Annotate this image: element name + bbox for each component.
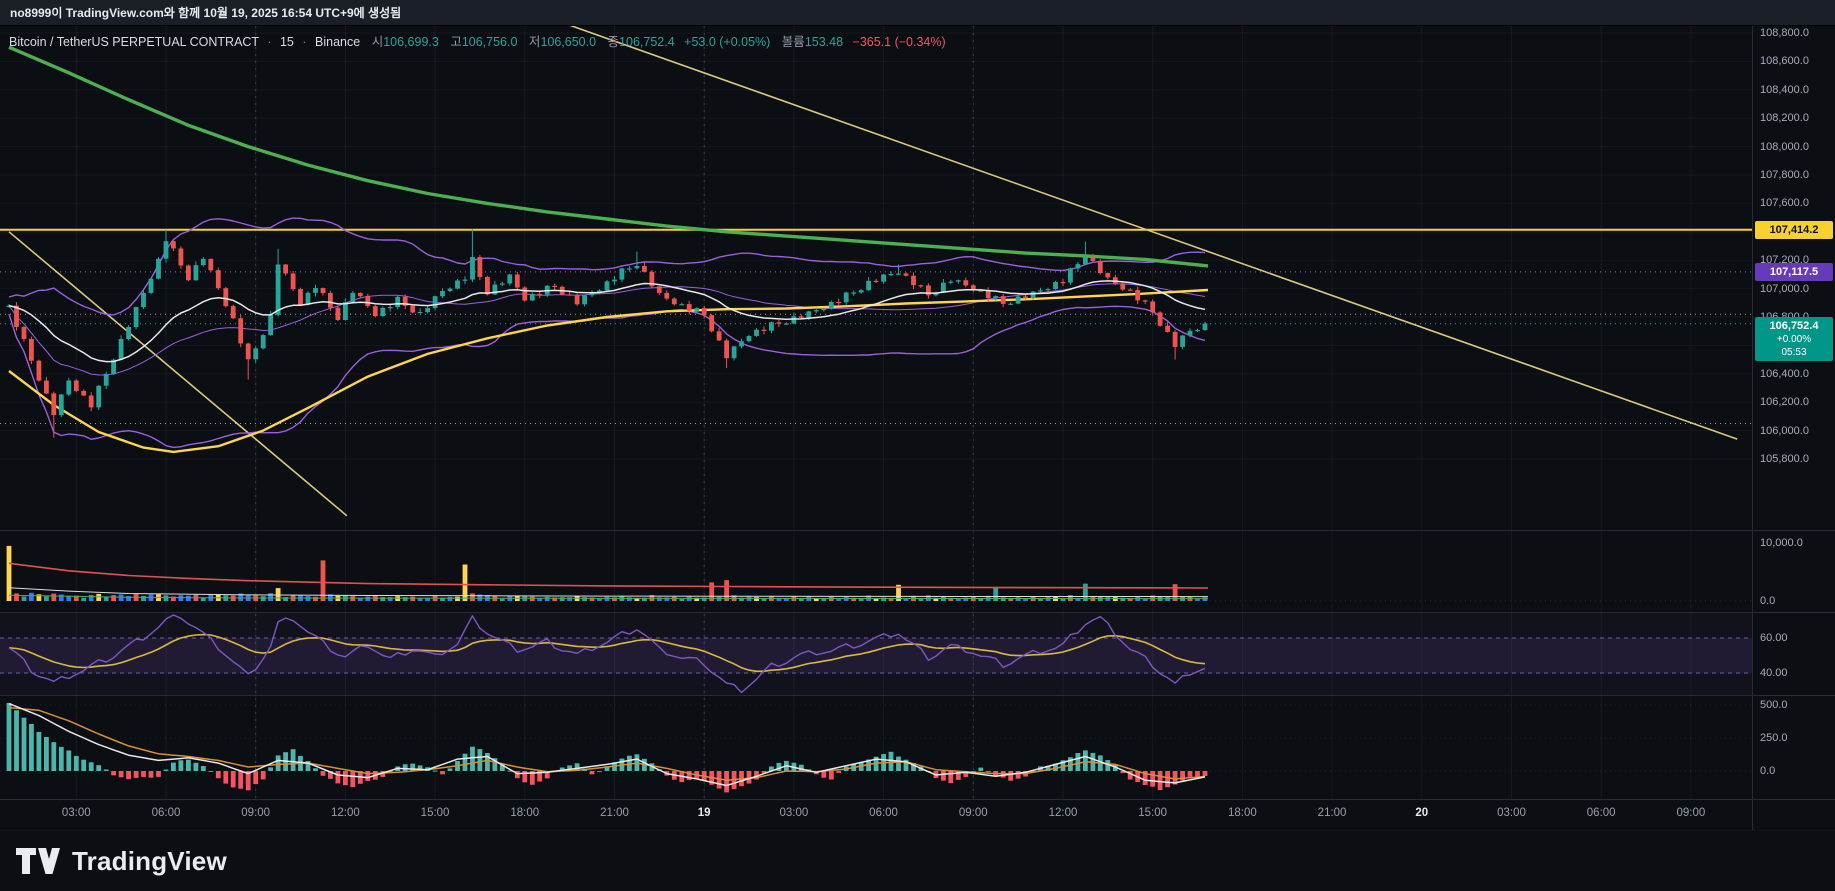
current-price-value: 106,752.4: [1769, 319, 1819, 332]
time-label: 09:00: [1676, 807, 1706, 819]
price-tick: 107,800.0: [1760, 169, 1809, 181]
volume-tick: 0.0: [1760, 595, 1776, 607]
price-tick: 106,200.0: [1760, 396, 1809, 409]
price-tick: 106,000.0: [1760, 424, 1809, 437]
footer-bar: TradingView: [0, 830, 1835, 891]
price-tag-alert: 107,414.2: [1755, 220, 1833, 239]
price-axis[interactable]: 107,414.2 107,117.5 106,752.4 +0.00% 05:…: [1752, 26, 1835, 830]
price-tick: 106,400.0: [1760, 367, 1809, 380]
time-label-day: 20: [1415, 807, 1429, 819]
chart-area[interactable]: Bitcoin / TetherUS PERPETUAL CONTRACT · …: [0, 26, 1835, 830]
attribution-bar: no8999이 TradingView.com와 함께 10월 19, 2025…: [0, 0, 1835, 26]
pane-separator[interactable]: [0, 695, 1835, 696]
current-price-change: +0.00%: [1776, 333, 1812, 345]
osc-tick: 0.0: [1760, 765, 1776, 777]
price-tag-alert-text: 107,414.2: [1769, 223, 1819, 236]
time-label: 03:00: [61, 807, 91, 819]
attribution-text: no8999이 TradingView.com와 함께 10월 19, 2025…: [10, 6, 402, 20]
time-label: 09:00: [241, 807, 271, 819]
main-chart-canvas[interactable]: [0, 26, 1752, 830]
osc-tick: 250.0: [1760, 732, 1788, 744]
price-tick: 108,800.0: [1760, 27, 1809, 39]
time-label: 15:00: [420, 807, 450, 819]
time-label: 18:00: [1227, 807, 1257, 819]
price-tick: 107,000.0: [1760, 282, 1809, 295]
time-label: 06:00: [869, 807, 898, 819]
price-tag-indicator: 107,117.5: [1755, 262, 1833, 281]
time-axis[interactable]: 03:00 06:00 09:00 12:00 15:00 18:00 21:00 19 03:…: [0, 799, 1752, 830]
time-label: 12:00: [1048, 807, 1078, 819]
price-tick: 105,800.0: [1760, 453, 1809, 465]
price-tag-indicator-text: 107,117.5: [1769, 265, 1819, 278]
price-tick: 107,600.0: [1760, 197, 1809, 210]
time-label: 18:00: [510, 807, 540, 819]
bar-countdown: 05:53: [1781, 346, 1807, 358]
pane-separator[interactable]: [0, 612, 1835, 613]
time-label: 03:00: [779, 807, 809, 819]
time-label: 09:00: [958, 807, 988, 819]
price-tick: 108,200.0: [1760, 112, 1809, 125]
rsi-tick: 60.00: [1760, 632, 1788, 644]
time-label: 15:00: [1138, 807, 1168, 819]
pane-separator[interactable]: [0, 530, 1835, 531]
price-tick: 108,400.0: [1760, 83, 1809, 96]
osc-tick: 500.0: [1760, 699, 1788, 711]
time-label: 21:00: [1317, 807, 1347, 819]
time-label: 03:00: [1497, 807, 1526, 819]
time-label: 21:00: [600, 807, 629, 819]
time-label: 06:00: [151, 807, 181, 819]
pane-separator: [0, 799, 1835, 800]
time-label: 12:00: [330, 807, 360, 819]
price-tick: 108,000.0: [1760, 140, 1809, 153]
price-tick: 108,600.0: [1760, 55, 1809, 68]
volume-tick: 10,000.0: [1760, 537, 1803, 549]
current-price-tag: 106,752.4 +0.00% 05:53: [1755, 316, 1833, 361]
rsi-tick: 40.00: [1760, 667, 1788, 679]
time-label-day: 19: [697, 807, 711, 819]
brand-wordmark[interactable]: TradingView: [72, 845, 227, 876]
tradingview-logo-icon[interactable]: [16, 847, 62, 875]
time-label: 06:00: [1586, 807, 1616, 819]
